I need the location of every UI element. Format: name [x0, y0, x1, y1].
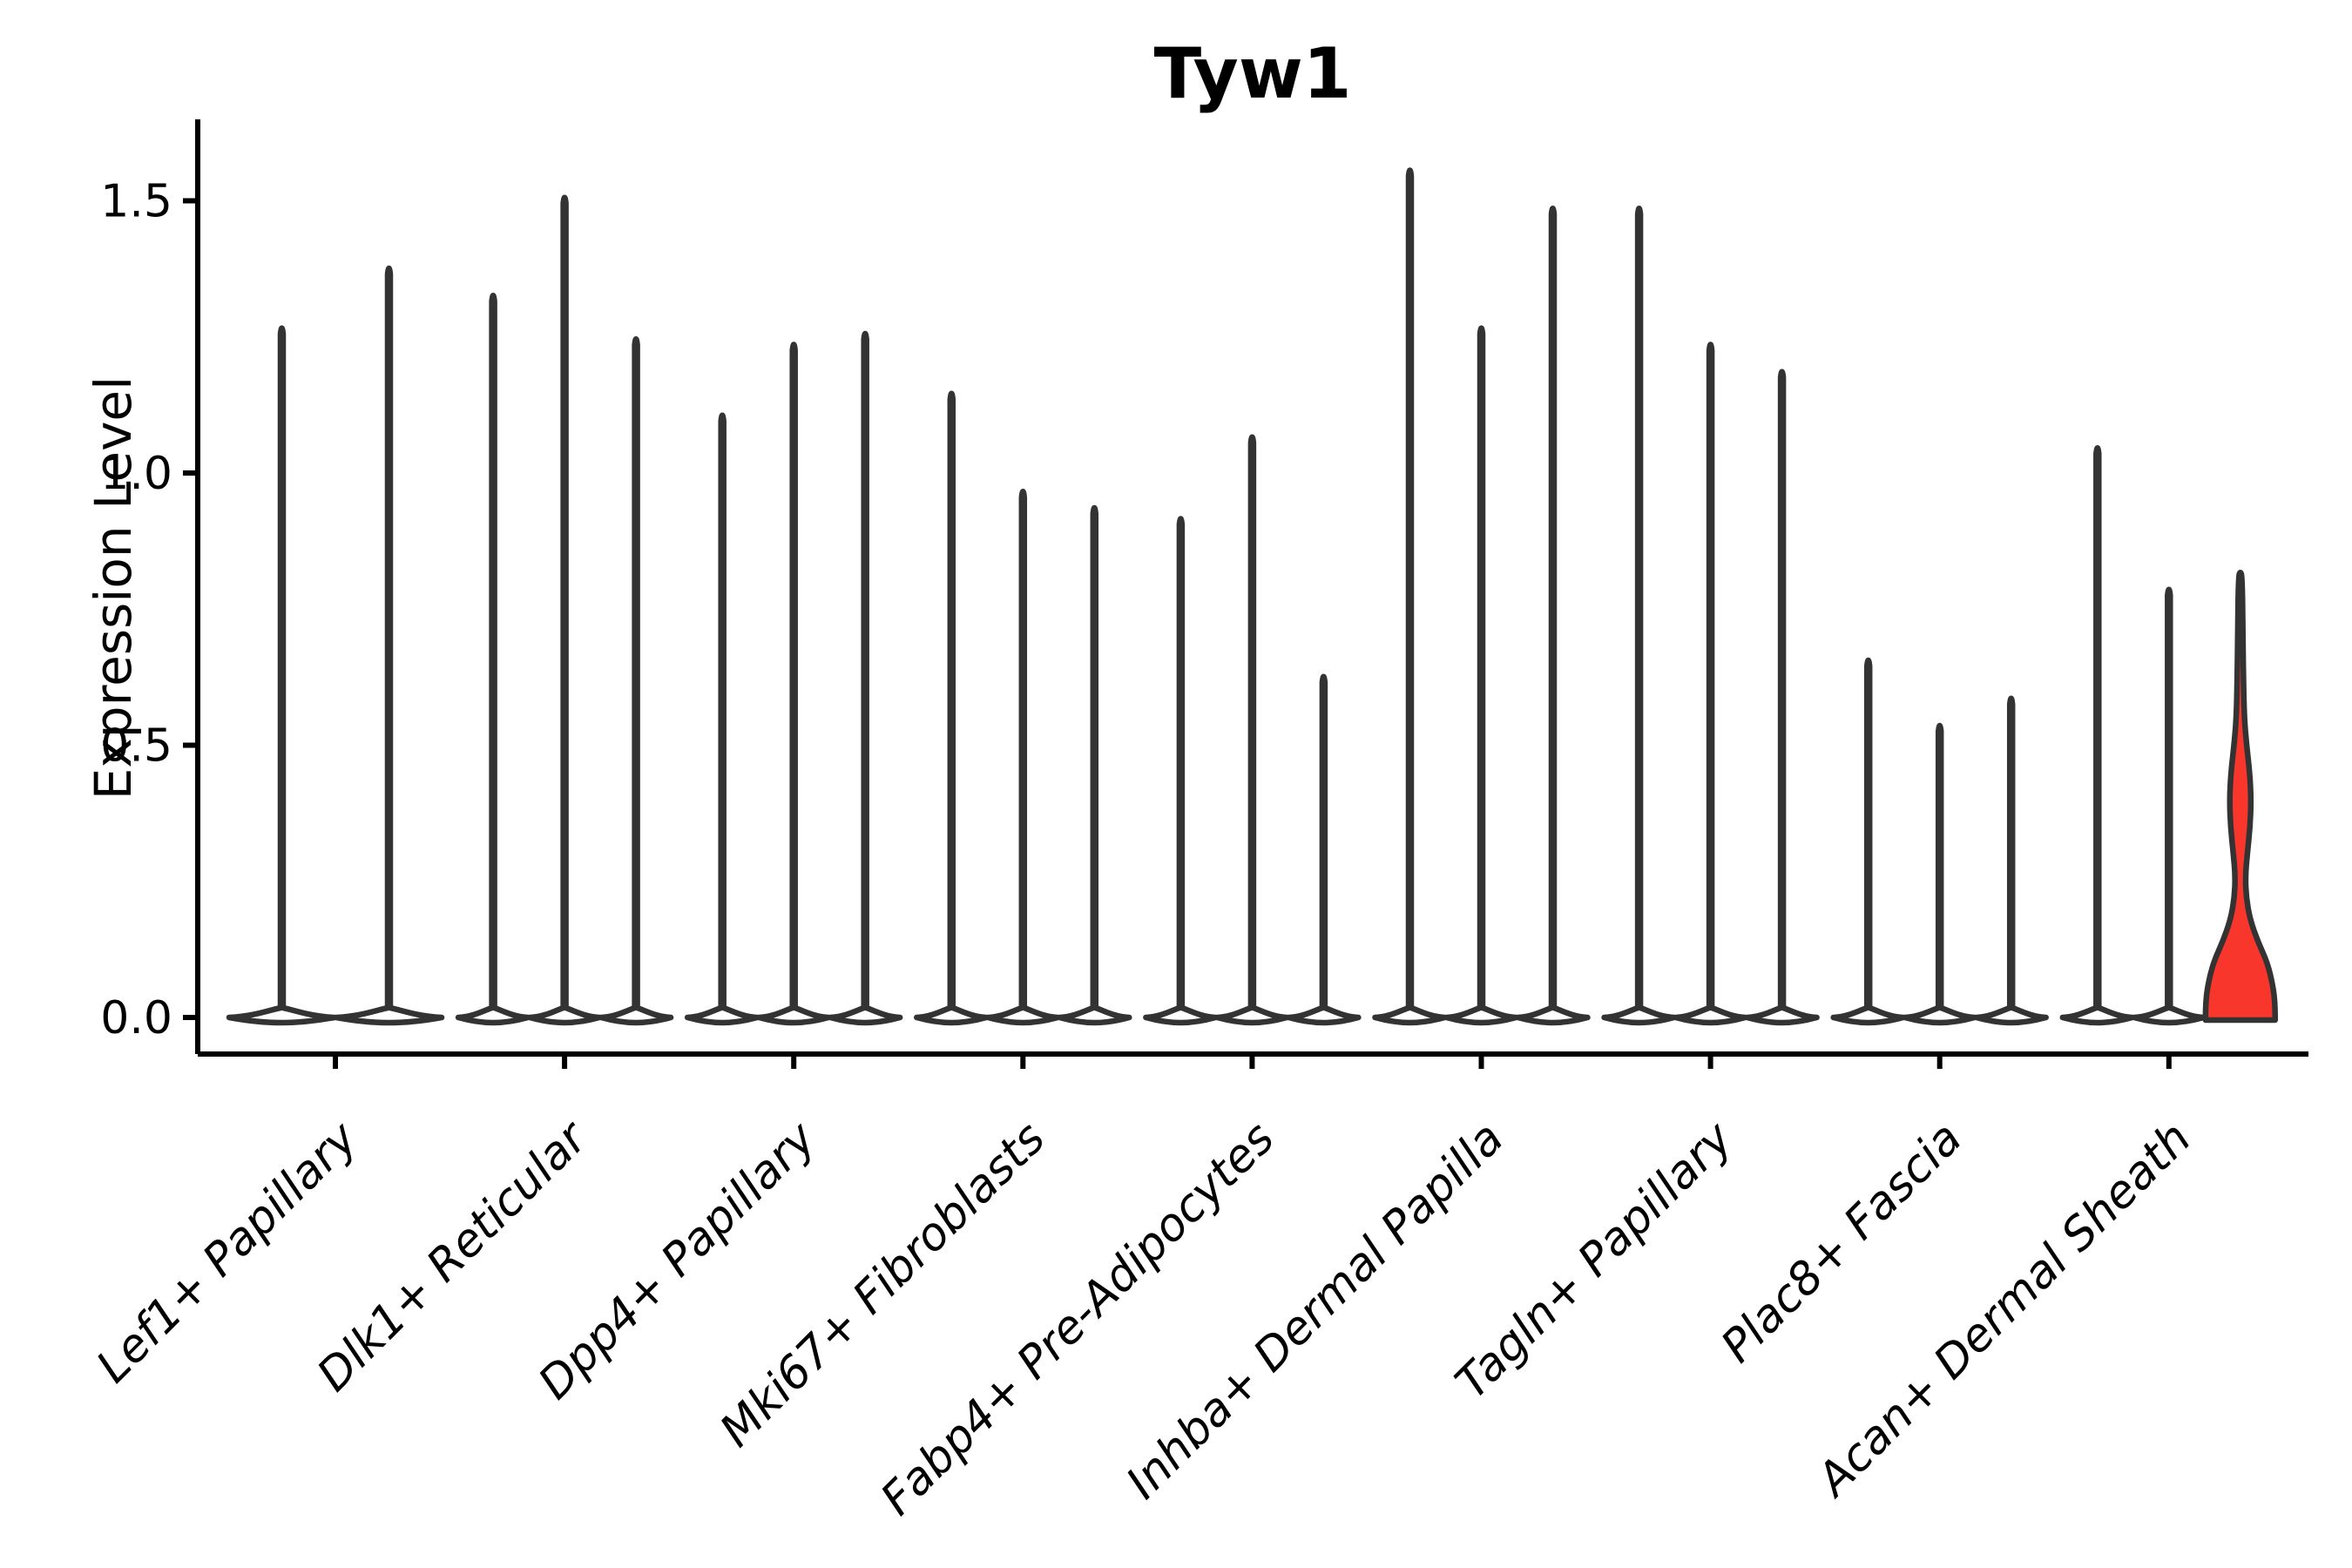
violin-mki67-fibroblasts-2: [985, 489, 1061, 1026]
y-tick-label-1.5: 1.5: [100, 176, 172, 228]
violin-tagln-papillary-2: [1673, 341, 1748, 1026]
chart-title: Tyw1: [1154, 33, 1352, 114]
violin-lef1-papillary-2: [333, 265, 445, 1026]
violin-mki67-fibroblasts-3: [1057, 504, 1132, 1026]
violin-plac8-fascia-1: [1830, 657, 1906, 1026]
violin-fabp4-pre-adipocytes-3: [1286, 673, 1362, 1026]
violin-acan-dermal-sheath-2: [2131, 586, 2207, 1026]
y-axis-title: Expression Level: [84, 376, 143, 800]
x-tick-label-plac8-fascia: Plac8+ Fascia: [1712, 1112, 1972, 1373]
violin-dpp4-papillary-2: [755, 341, 832, 1026]
violin-fabp4-pre-adipocytes-1: [1143, 516, 1219, 1026]
y-tick-label-1: 1.0: [100, 448, 172, 500]
violin-acan-dermal-sheath-1: [2059, 445, 2136, 1026]
y-tick-label-0.5: 0.5: [100, 720, 172, 773]
violin-tagln-papillary-3: [1744, 368, 1820, 1026]
violin-tagln-papillary-1: [1601, 206, 1677, 1026]
x-tick-label-acan-dermal-sheath: Acan+ Dermal Sheath: [1806, 1112, 2201, 1508]
y-axis-ticks: 0.0 0.5 1.0 1.5: [100, 176, 198, 1044]
violin-plac8-fascia-3: [1973, 695, 2049, 1026]
violin-dpp4-papillary-1: [684, 412, 760, 1026]
violin-plac8-fascia-2: [1902, 722, 1977, 1026]
x-tick-label-inhba-dermal-papilla: Inhba+ Dermal Papilla: [1117, 1112, 1514, 1510]
y-tick-label-0: 0.0: [100, 992, 172, 1044]
violin-dlk1-reticular-3: [598, 336, 674, 1026]
violin-inhba-dermal-papilla-1: [1372, 167, 1448, 1026]
violin-inhba-dermal-papilla-3: [1515, 206, 1591, 1026]
x-tick-label-fabp4-pre-adipocytes: Fabp4+ Pre-Adipocytes: [871, 1112, 1285, 1526]
violin-inhba-dermal-papilla-2: [1443, 325, 1519, 1026]
violin-dlk1-reticular-2: [526, 194, 603, 1026]
violin-lef1-papillary-1: [226, 325, 338, 1026]
violin-fabp4-pre-adipocytes-2: [1214, 434, 1290, 1026]
violin-dpp4-papillary-3: [827, 330, 903, 1026]
violin-acan-dermal-sheath-3-highlighted: [2202, 570, 2279, 1024]
violins-layer: [226, 167, 2279, 1026]
violin-dlk1-reticular-1: [455, 293, 531, 1026]
violin-mki67-fibroblasts-1: [914, 390, 990, 1026]
